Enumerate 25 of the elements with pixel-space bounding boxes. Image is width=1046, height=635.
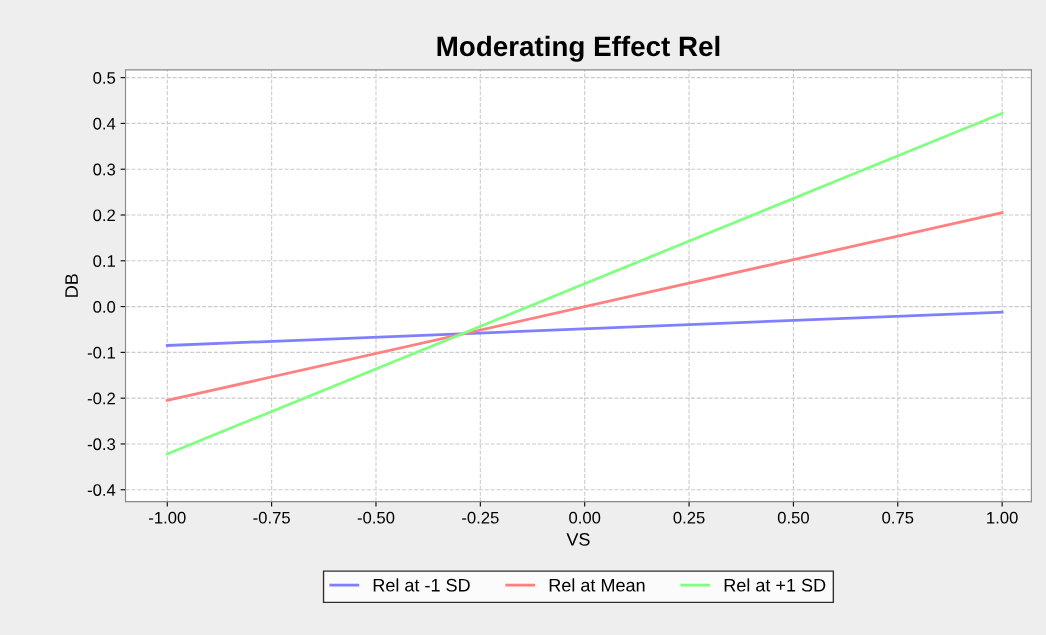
y-tick-label: -0.4: [87, 484, 116, 496]
x-tick-label: 0.00: [569, 511, 601, 524]
x-tick-label: -0.75: [253, 511, 290, 524]
y-tick-label: 0.2: [93, 209, 115, 222]
x-tick-label: 1.00: [987, 511, 1018, 524]
y-tick-label: 0.1: [93, 255, 115, 267]
y-axis-title: DB: [65, 274, 78, 297]
x-tick-label: -0.25: [462, 511, 499, 524]
x-tick-label: 0.75: [882, 511, 914, 524]
x-tick-label: 0.25: [673, 511, 705, 524]
y-tick-label: 0.0: [93, 300, 116, 313]
x-tick-label: -1.00: [149, 511, 186, 524]
y-tick-label: -0.2: [87, 392, 115, 405]
y-tick-label: 0.3: [93, 163, 116, 176]
chart-title: Moderating Effect Rel: [437, 35, 720, 62]
x-tick-label: 0.50: [777, 511, 809, 524]
legend-label: Rel at -1 SD: [373, 578, 470, 592]
y-tick-label: 0.4: [93, 117, 116, 130]
legend-label: Rel at Mean: [549, 578, 645, 592]
legend-label: Rel at +1 SD: [724, 578, 826, 592]
y-tick-label: -0.1: [87, 346, 115, 359]
y-tick-label: 0.5: [93, 72, 116, 84]
y-tick-label: -0.3: [87, 438, 116, 451]
x-axis-title: VS: [566, 532, 590, 546]
x-tick-label: -0.50: [357, 511, 395, 524]
